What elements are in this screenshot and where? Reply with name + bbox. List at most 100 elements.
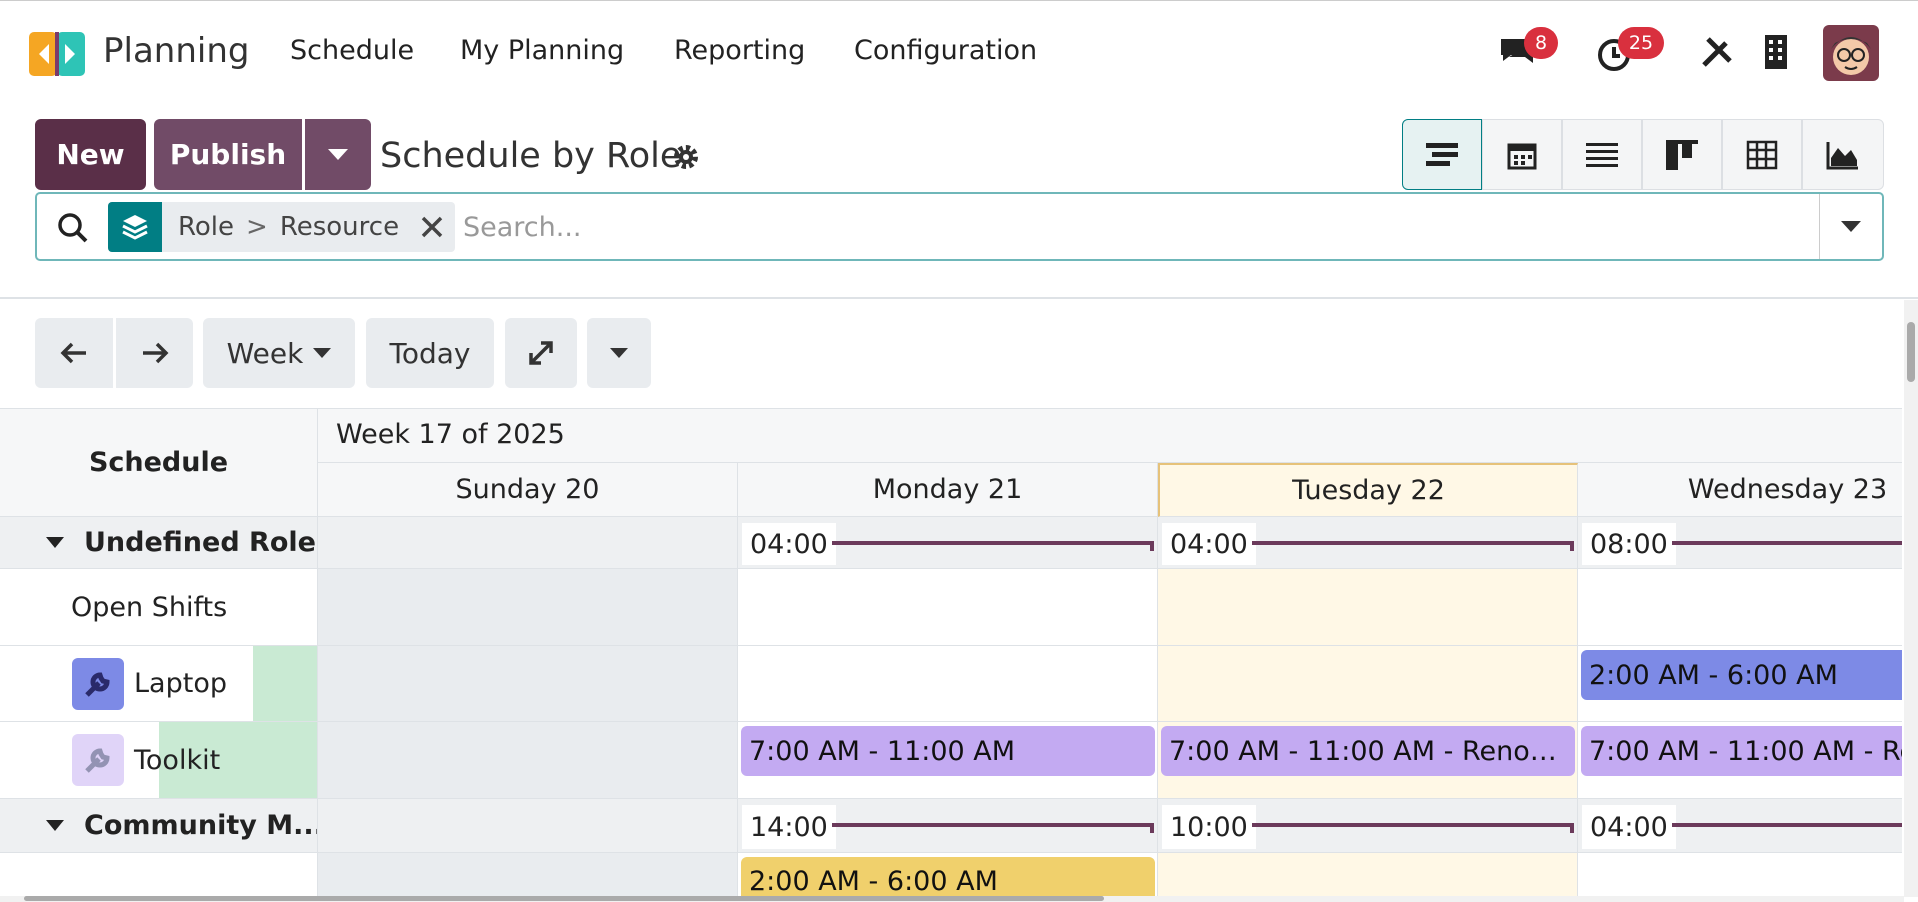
cell	[1578, 569, 1902, 646]
progress	[253, 646, 317, 721]
facet-separator: >	[246, 212, 268, 242]
shift[interactable]: 2:00 AM - 6:00 AM	[1581, 650, 1902, 700]
menu-item[interactable]: Reporting	[674, 35, 806, 66]
total-label: 08:00	[1582, 523, 1676, 565]
shift[interactable]: 7:00 AM - 11:00 AM	[741, 726, 1155, 776]
total-bar	[1672, 541, 1902, 545]
caret	[46, 820, 64, 831]
kanban-view[interactable]	[1642, 119, 1722, 190]
cell	[318, 722, 738, 799]
row-label: Undefined Role	[84, 527, 316, 558]
tools-icon[interactable]	[1700, 35, 1734, 69]
progress	[159, 722, 317, 798]
row-label: Toolkit	[134, 744, 221, 776]
total-bar	[832, 541, 1154, 545]
divider	[0, 297, 1918, 299]
cell	[1158, 853, 1578, 897]
day-header: Wednesday 23	[1578, 463, 1902, 517]
day-header: Monday 21	[738, 463, 1158, 517]
total-bar-end	[1570, 541, 1574, 551]
search-bar[interactable]: Role > Resource Search...	[35, 192, 1884, 261]
prev-button[interactable]	[35, 318, 113, 388]
row-header	[0, 853, 318, 897]
shift[interactable]: 2:00 AM - 6:00 AM	[741, 857, 1155, 897]
cell	[318, 646, 738, 722]
total-bar-end	[1570, 823, 1574, 833]
navbar: Planning Schedule My Planning Reporting …	[0, 0, 1918, 104]
total-bar	[832, 823, 1154, 827]
badge: 8	[1524, 27, 1558, 59]
row-header: Laptop	[0, 646, 318, 722]
search-dropdown[interactable]	[1819, 194, 1882, 259]
row-label: Open Shifts	[71, 591, 228, 623]
cell	[318, 569, 738, 646]
shift[interactable]: 7:00 AM - 11:00 AM - Renovation	[1581, 726, 1902, 776]
total-bar	[1252, 541, 1574, 545]
facet-value: Role	[178, 212, 235, 242]
badge: 25	[1618, 27, 1664, 59]
facet-value: Resource	[279, 212, 400, 242]
search-icon	[58, 213, 88, 243]
row-label: Laptop	[134, 668, 227, 699]
search-input[interactable]: Search...	[463, 212, 582, 243]
new-button[interactable]: New	[35, 119, 146, 190]
graph-view[interactable]	[1802, 119, 1884, 190]
total-label: 10:00	[1162, 805, 1256, 849]
total-bar-end	[1150, 541, 1154, 551]
cell	[1578, 853, 1902, 897]
total-bar	[1252, 823, 1574, 827]
cell	[318, 517, 738, 569]
menu-item[interactable]: Configuration	[854, 35, 1038, 66]
total-label: 04:00	[1162, 523, 1256, 565]
menu-item[interactable]: My Planning	[460, 35, 625, 66]
total-label: 04:00	[742, 523, 836, 565]
scale-label: Week	[226, 336, 304, 370]
avatar[interactable]	[1823, 25, 1879, 81]
shift[interactable]: 7:00 AM - 11:00 AM - Reno…	[1161, 726, 1575, 776]
expand-button[interactable]	[505, 318, 577, 388]
h-scrollbar	[0, 896, 1904, 902]
gantt: Schedule Week 17 of 2025 Sunday 20 Monday 2…	[0, 408, 1902, 897]
day-header: Sunday 20	[318, 463, 738, 517]
calendar-view[interactable]	[1482, 119, 1562, 190]
cell	[738, 569, 1158, 646]
today-button[interactable]: Today	[366, 318, 494, 388]
cell	[1158, 646, 1578, 722]
app-logo	[29, 32, 85, 76]
row-header: Undefined Role	[0, 517, 318, 569]
facet: Role > Resource	[108, 202, 455, 252]
total-bar-end	[1150, 823, 1154, 833]
day-header: Tuesday 22	[1158, 463, 1578, 517]
menu-item[interactable]: Schedule	[290, 35, 415, 66]
facet-remove[interactable]	[421, 216, 443, 238]
publish-dropdown[interactable]	[305, 119, 371, 190]
facet-icon	[108, 202, 162, 252]
row-header: Community M...	[0, 799, 318, 853]
cell	[318, 799, 738, 853]
pivot-view[interactable]	[1722, 119, 1802, 190]
settings-gear[interactable]	[672, 143, 700, 171]
row-label: Community M...	[84, 810, 318, 841]
cell	[318, 853, 738, 897]
role-icon	[72, 734, 124, 786]
more-button[interactable]	[587, 318, 651, 388]
list-view[interactable]	[1562, 119, 1642, 190]
total-bar	[1672, 823, 1902, 827]
company-icon[interactable]	[1763, 33, 1789, 71]
app-name[interactable]: Planning	[103, 31, 250, 71]
gantt-view[interactable]	[1402, 119, 1482, 190]
publish-button[interactable]: Publish	[154, 119, 302, 190]
row-header: Open Shifts	[0, 569, 318, 646]
total-label: 14:00	[742, 805, 836, 849]
period: Week 17 of 2025	[318, 408, 1902, 463]
cell	[1158, 569, 1578, 646]
caret	[46, 537, 64, 548]
total-label: 04:00	[1582, 805, 1676, 849]
role-icon	[72, 657, 124, 710]
view-title: Schedule by Role	[380, 136, 682, 176]
row-header: Toolkit	[0, 722, 318, 799]
next-button[interactable]	[116, 318, 193, 388]
scale-button[interactable]: Week	[203, 318, 355, 388]
v-scrollbar	[1904, 300, 1918, 897]
